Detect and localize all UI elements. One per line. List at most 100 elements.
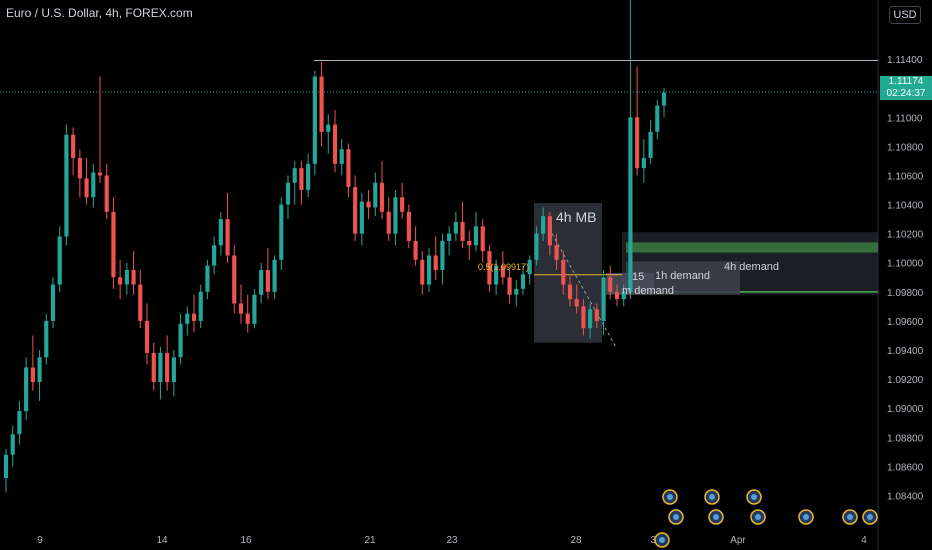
candle-body [151, 352, 156, 382]
candle-body [265, 270, 270, 292]
annotation-dem4h: 4h demand [724, 261, 779, 273]
candle-body [406, 211, 411, 241]
candle-body [353, 187, 358, 234]
candle-body [84, 178, 89, 198]
candle-body [272, 259, 277, 292]
candle-body [205, 265, 210, 292]
candle-body [77, 158, 82, 179]
candle-body [608, 277, 613, 292]
last-price-value: 1.11174 [888, 76, 924, 87]
y-tick-label: 1.10600 [887, 171, 924, 182]
candle-body [326, 124, 331, 132]
candle-body [500, 265, 505, 278]
candle-body [480, 226, 485, 252]
candle-body [319, 76, 324, 132]
candle-body [306, 163, 311, 190]
candle-body [567, 284, 573, 300]
candle-body [373, 182, 378, 208]
candle-body [386, 211, 391, 234]
candle-body [232, 255, 237, 304]
last-price-tag: 1.11174 02:24:37 [880, 76, 932, 100]
y-tick-label: 1.11000 [887, 113, 923, 124]
event-marker-icon-core [755, 514, 761, 520]
x-tick-label: 14 [156, 535, 168, 546]
x-tick-label: Apr [730, 535, 746, 546]
candle-body [118, 277, 123, 285]
candle-body [191, 313, 197, 321]
candle-body [198, 291, 203, 321]
candle-body [494, 265, 499, 285]
candle-body [433, 255, 438, 270]
candle-body [71, 134, 76, 158]
y-tick-label: 1.09800 [887, 288, 924, 299]
candle-body [547, 216, 552, 246]
candle-body [379, 182, 385, 212]
candle-body [332, 124, 338, 164]
candle-body [366, 201, 371, 208]
y-tick-label: 1.08400 [887, 491, 924, 502]
candle-body [628, 117, 633, 292]
candle-body [24, 367, 29, 412]
trend-dashed-line [551, 233, 617, 348]
candle-body [238, 303, 244, 314]
x-tick-label: 23 [446, 535, 458, 546]
candle-body [279, 204, 284, 260]
zone-4h-demand-top [626, 242, 878, 253]
candle-body [37, 357, 42, 382]
y-tick-label: 1.09200 [887, 375, 924, 386]
x-tick-label: 21 [364, 535, 376, 546]
annotation-dem15: 15 [632, 271, 644, 283]
candle-body [588, 309, 593, 329]
candle-body [252, 294, 257, 324]
candle-body [473, 226, 479, 246]
candle-body [218, 219, 223, 246]
candle-body [124, 270, 129, 285]
candle-body [158, 352, 163, 382]
candle-body [440, 240, 445, 270]
last-price-countdown: 02:24:37 [886, 88, 926, 99]
annotation-dem1h: 1h demand [655, 270, 710, 282]
candle-body [400, 197, 405, 212]
event-marker-icon-core [713, 514, 719, 520]
candle-body [225, 219, 230, 256]
y-tick-label: 1.10200 [887, 230, 924, 241]
candle-body [426, 255, 432, 285]
candle-body [661, 92, 667, 106]
event-marker-icon-core [667, 494, 673, 500]
candle-body [339, 149, 344, 164]
y-tick-label: 1.09600 [887, 317, 924, 328]
candle-body [299, 168, 304, 190]
candle-body [621, 291, 626, 300]
candle-body [359, 201, 364, 234]
y-tick-label: 1.10800 [887, 142, 924, 153]
candle-body [514, 288, 519, 295]
candle-body [574, 299, 579, 307]
candle-body [165, 352, 170, 382]
candle-body [212, 245, 217, 266]
y-tick-label: 1.09400 [887, 346, 924, 357]
event-marker-icon-core [751, 494, 757, 500]
x-tick-label: 28 [570, 535, 582, 546]
candle-body [44, 320, 49, 358]
y-tick-label: 1.08800 [887, 433, 924, 444]
candle-body [460, 222, 465, 241]
currency-button[interactable]: USD [889, 6, 921, 24]
candle-body [581, 306, 586, 329]
x-tick-label: 4 [861, 535, 867, 546]
candle-body [655, 105, 660, 132]
candle-body [594, 309, 599, 321]
event-marker-icon-core [659, 537, 665, 543]
event-marker-icon-core [673, 514, 679, 520]
y-tick-label: 1.10400 [887, 201, 924, 212]
candle-body [64, 134, 69, 237]
candle-body [393, 197, 398, 234]
candle-body [171, 357, 176, 382]
candle-body [507, 277, 512, 295]
candle-body [312, 76, 317, 164]
event-marker-icon-core [867, 514, 873, 520]
candle-body [453, 222, 458, 234]
candle-body [3, 454, 9, 478]
candle-body [30, 367, 35, 382]
candle-body [635, 117, 640, 169]
